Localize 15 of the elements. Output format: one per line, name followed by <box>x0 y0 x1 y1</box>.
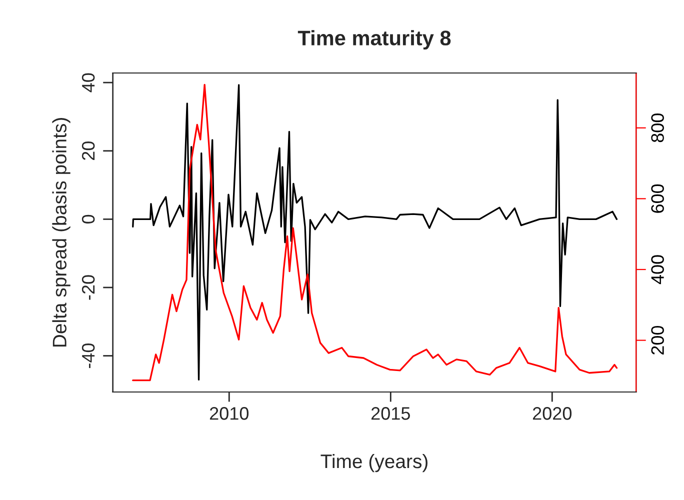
y2-tick-label: 200 <box>651 326 664 354</box>
x-axis-title: Time (years) <box>320 454 428 472</box>
y2-tick-label: 400 <box>651 255 664 284</box>
y-tick-label: 0 <box>82 214 95 224</box>
x-tick-label: 2010 <box>210 407 249 420</box>
chart-title: Time maturity 8 <box>298 30 451 50</box>
y2-tick-label: 600 <box>651 184 664 213</box>
y-tick-label: 40 <box>82 73 95 92</box>
y-tick-label: 20 <box>82 142 95 160</box>
x-tick-label: 2020 <box>532 407 572 420</box>
y2-tick-label: 800 <box>651 114 664 142</box>
y-axis-title: Delta spread (basis points) <box>52 118 70 347</box>
x-tick-label: 2015 <box>371 407 410 420</box>
y-tick-label: -20 <box>82 275 95 300</box>
y-tick-label: -40 <box>82 343 95 368</box>
